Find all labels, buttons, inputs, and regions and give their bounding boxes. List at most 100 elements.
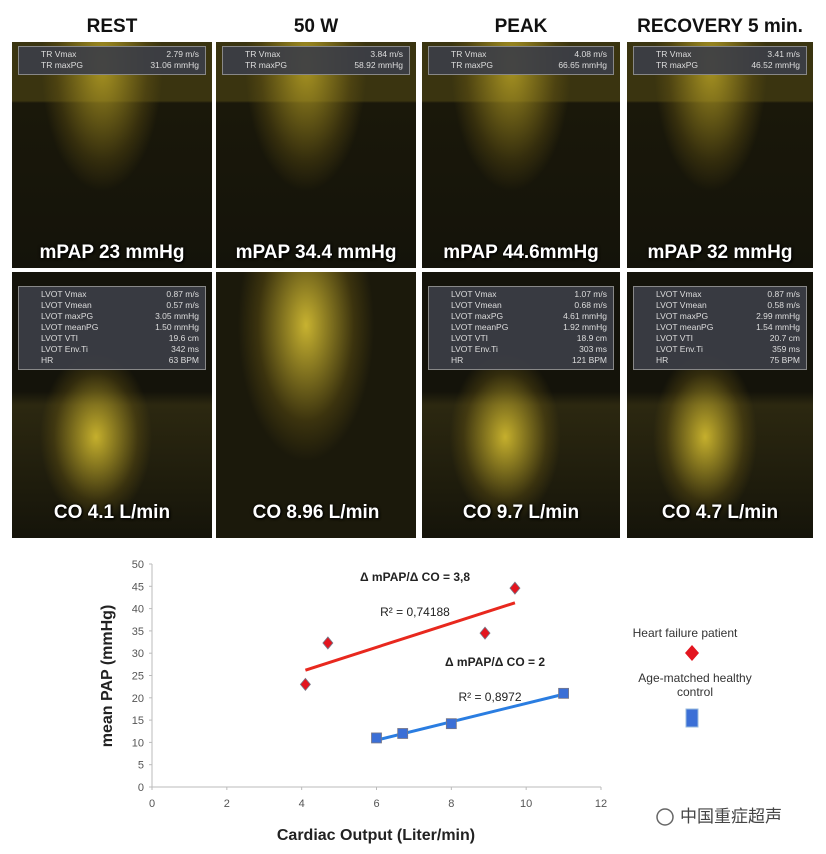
measurement-value: 121 BPM: [572, 355, 607, 365]
y-tick-label: 25: [132, 671, 144, 683]
measurement-row: LVOT VTI 20.7 cm: [656, 333, 800, 344]
measurement-row: LVOT Vmean 0.57 m/s: [41, 300, 199, 311]
measurement-row: TR Vmax 3.84 m/s: [245, 49, 403, 60]
co-label: CO 4.1 L/min: [53, 502, 171, 523]
measurement-row: LVOT meanPG 1.50 mmHg: [41, 322, 199, 333]
measurement-row: LVOT meanPG 1.92 mmHg: [451, 322, 607, 333]
watermark: 中国重症超声: [680, 807, 782, 826]
measurement-label: HR: [451, 355, 464, 365]
measurement-label: LVOT Vmax: [451, 289, 497, 299]
measurement-label: TR Vmax: [41, 49, 77, 59]
y-tick-label: 40: [132, 604, 144, 616]
measurement-row: LVOT Vmax 1.07 m/s: [451, 289, 607, 300]
measurement-value: 46.52 mmHg: [751, 60, 800, 70]
y-tick-label: 15: [132, 715, 144, 727]
measurement-label: LVOT Env.Ti: [41, 344, 88, 354]
measurement-value: 1.92 mmHg: [563, 322, 607, 332]
measurement-label: LVOT meanPG: [451, 322, 509, 332]
mpap-label: mPAP 23 mmHg: [39, 242, 185, 263]
measurement-label: LVOT meanPG: [41, 322, 99, 332]
y-tick-label: 35: [132, 626, 144, 638]
measurement-label: TR maxPG: [245, 60, 288, 70]
measurement-value: 58.92 mmHg: [354, 60, 403, 70]
measurement-row: TR maxPG 66.65 mmHg: [451, 60, 607, 71]
co-label: CO 9.7 L/min: [462, 502, 580, 523]
tr-doppler-image: TR Vmax 4.08 m/s TR maxPG 66.65 mmHg mPAP 44…: [422, 42, 620, 268]
measurement-row: HR 121 BPM: [451, 355, 607, 366]
measurement-row: LVOT Env.Ti 303 ms: [451, 344, 607, 355]
x-tick-label: 0: [149, 798, 155, 810]
measurement-label: HR: [656, 355, 669, 365]
measurement-value: 1.07 m/s: [574, 289, 607, 299]
x-axis-label: Cardiac Output (Liter/min): [277, 827, 475, 844]
lvot-measurements: LVOT Vmax 0.87 m/s LVOT Vmean 0.57 m/s LVOT …: [18, 286, 206, 370]
measurement-value: 359 ms: [772, 344, 800, 354]
measurement-row: LVOT Env.Ti 342 ms: [41, 344, 199, 355]
measurement-value: 0.68 m/s: [574, 300, 607, 310]
measurement-row: TR Vmax 2.79 m/s: [41, 49, 199, 60]
tr-doppler-image: TR Vmax 3.84 m/s TR maxPG 58.92 mmHg mPAP 34…: [216, 42, 416, 268]
measurement-row: LVOT meanPG 1.54 mmHg: [656, 322, 800, 333]
tr-measurements: TR Vmax 2.79 m/s TR maxPG 31.06 mmHg: [18, 46, 206, 75]
measurement-label: LVOT meanPG: [656, 322, 714, 332]
data-point: [558, 687, 569, 699]
measurement-value: 4.61 mmHg: [563, 311, 607, 321]
data-point: [397, 728, 409, 739]
measurement-row: LVOT Vmean 0.58 m/s: [656, 300, 800, 311]
trendline: [304, 601, 516, 672]
annotation: Δ mPAP/Δ CO = 2: [445, 655, 545, 669]
measurement-row: TR Vmax 3.41 m/s: [656, 49, 800, 60]
measurement-value: 0.57 m/s: [166, 300, 199, 310]
y-tick-label: 0: [138, 782, 144, 794]
measurement-label: LVOT Env.Ti: [451, 344, 498, 354]
lvot-doppler-image: CO 8.96 L/min: [216, 272, 416, 538]
y-tick-label: 45: [132, 581, 144, 593]
measurement-label: LVOT Vmax: [656, 289, 702, 299]
measurement-label: LVOT Vmean: [451, 300, 502, 310]
column-header: REST: [86, 16, 138, 37]
legend-label: Heart failure patient: [632, 626, 738, 640]
measurement-value: 1.54 mmHg: [756, 322, 800, 332]
x-tick-label: 2: [224, 798, 230, 810]
column-header: RECOVERY 5 min.: [637, 16, 803, 37]
lvot-doppler-image: LVOT Vmax 0.87 m/s LVOT Vmean 0.57 m/s LVOT …: [12, 272, 212, 538]
measurement-value: 4.08 m/s: [574, 49, 607, 59]
y-axis-label: mean PAP (mmHg): [99, 605, 116, 748]
y-tick-label: 5: [138, 760, 144, 772]
measurement-label: LVOT maxPG: [41, 311, 94, 321]
data-point: [509, 581, 521, 595]
x-tick-label: 12: [595, 798, 607, 810]
measurement-value: 3.05 mmHg: [155, 311, 199, 321]
measurement-value: 19.6 cm: [168, 333, 199, 343]
co-label: CO 8.96 L/min: [252, 502, 380, 523]
column-header: PEAK: [494, 16, 548, 37]
tr-measurements: TR Vmax 4.08 m/s TR maxPG 66.65 mmHg: [428, 46, 614, 75]
x-tick-label: 4: [299, 798, 305, 810]
measurement-row: LVOT Env.Ti 359 ms: [656, 344, 800, 355]
measurement-row: LVOT VTI 19.6 cm: [41, 333, 199, 344]
measurement-label: LVOT maxPG: [656, 311, 709, 321]
measurement-value: 63 BPM: [168, 355, 199, 365]
mpap-label: mPAP 32 mmHg: [647, 242, 793, 263]
measurement-row: TR Vmax 4.08 m/s: [451, 49, 607, 60]
measurement-label: LVOT VTI: [656, 333, 694, 343]
legend-label: Age-matched healthy control: [638, 671, 752, 699]
x-tick-label: 6: [373, 798, 379, 810]
y-tick-label: 20: [132, 693, 144, 705]
measurement-label: TR maxPG: [41, 60, 84, 70]
measurement-label: TR Vmax: [245, 49, 281, 59]
measurement-value: 0.87 m/s: [166, 289, 199, 299]
measurement-label: LVOT Vmean: [41, 300, 92, 310]
annotation: R² = 0,8972: [458, 690, 521, 704]
data-point: [322, 636, 334, 650]
lvot-measurements: LVOT Vmax 1.07 m/s LVOT Vmean 0.68 m/s LVOT …: [428, 286, 614, 370]
lvot-doppler-image: LVOT Vmax 0.87 m/s LVOT Vmean 0.58 m/s LVOT …: [627, 272, 813, 538]
co-label: CO 4.7 L/min: [661, 502, 779, 523]
annotation: R² = 0,74188: [380, 605, 450, 619]
y-tick-label: 50: [132, 559, 144, 571]
measurement-row: TR maxPG 31.06 mmHg: [41, 60, 199, 71]
measurement-row: HR 63 BPM: [41, 355, 199, 366]
measurement-label: LVOT VTI: [41, 333, 79, 343]
mpap-label: mPAP 44.6mmHg: [443, 242, 599, 263]
